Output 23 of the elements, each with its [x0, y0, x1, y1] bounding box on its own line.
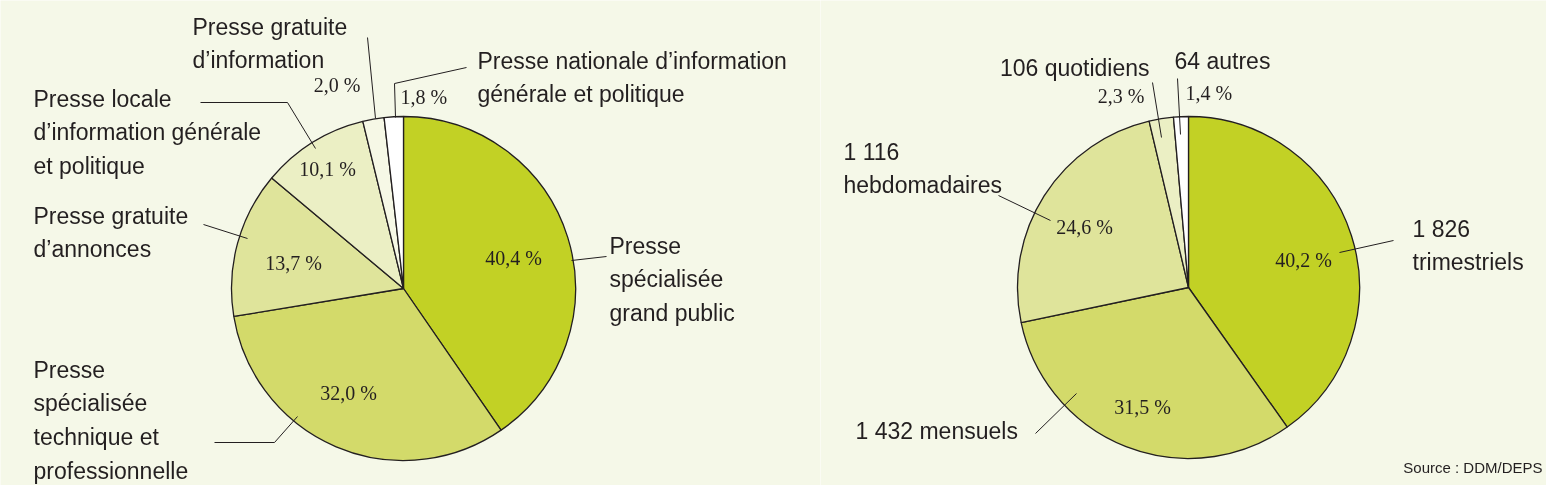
slice-label: Presse gratuite d’annonces [33, 202, 189, 263]
slice-label: Presse spécialisée technique et professionnelle [33, 356, 189, 484]
slice-label: 1 116 hebdomadaires [843, 138, 1003, 199]
data-label: 32,0 % [320, 381, 377, 404]
data-label: 40,4 % [485, 246, 542, 269]
slice-label: Presse nationale d’information générale et politique [477, 47, 787, 108]
slice-label: 64 autres [1174, 47, 1271, 74]
data-label: 31,5 % [1114, 395, 1171, 418]
data-label: 10,1 % [299, 157, 356, 180]
slice-label: Presse spécialisée grand public [609, 232, 735, 327]
slice-label: 1 432 mensuels [855, 417, 1018, 444]
data-label: 40,2 % [1275, 248, 1332, 271]
data-label: 13,7 % [265, 251, 322, 274]
data-label: 1,4 % [1185, 81, 1233, 104]
data-label: 2,0 % [313, 73, 361, 96]
slice-label: Presse gratuite d’information [192, 13, 348, 74]
data-label: 24,6 % [1056, 215, 1113, 238]
source-note: Source : DDM/DEPS [1403, 459, 1543, 476]
slice-label: Presse locale d’information générale et politique [33, 85, 262, 180]
slice-label: 1 826 trimestriels [1412, 215, 1524, 276]
data-label: 1,8 % [400, 85, 448, 108]
slice-label: 106 quotidiens [999, 54, 1150, 81]
data-label: 2,3 % [1097, 84, 1145, 107]
